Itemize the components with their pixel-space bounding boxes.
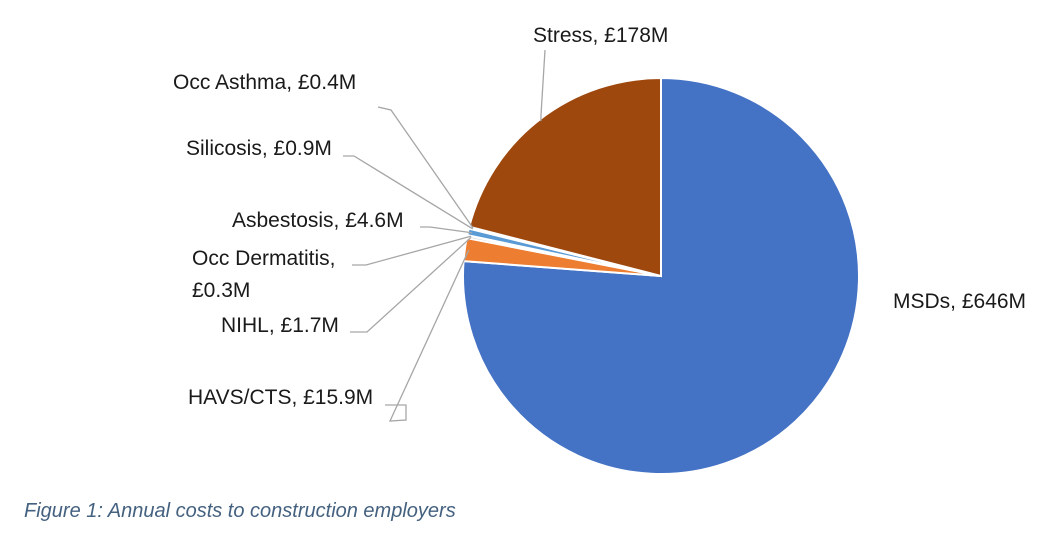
slice-labels: MSDs, £646M HAVS/CTS, £15.9M NIHL, £1.7M Oc… bbox=[173, 24, 1026, 409]
data-label-msds: MSDs, £646M bbox=[893, 290, 1026, 313]
figure-caption: Figure 1: Annual costs to construction e… bbox=[24, 500, 456, 522]
pie-slice-msds bbox=[462, 76, 860, 475]
data-label-havs-cts: HAVS/CTS, £15.9M bbox=[188, 386, 373, 409]
leader-lines bbox=[343, 49, 546, 422]
leader-line-occ-asthma bbox=[377, 106, 474, 229]
data-label-occ-dermatitis: £0.3M bbox=[192, 279, 250, 302]
pie-slices bbox=[462, 76, 860, 475]
leader-line-stress bbox=[540, 49, 546, 122]
pie-slice-stress bbox=[468, 76, 662, 278]
data-label-stress: Stress, £178M bbox=[533, 24, 668, 47]
leader-line-silicosis bbox=[343, 155, 474, 230]
leader-line-occ-dermatitis bbox=[352, 235, 472, 266]
leader-line-asbestosis bbox=[420, 226, 472, 234]
leader-line-havs-cts bbox=[385, 249, 470, 422]
data-label-silicosis: Silicosis, £0.9M bbox=[186, 137, 332, 160]
data-label-occ-asthma: Occ Asthma, £0.4M bbox=[173, 71, 356, 94]
leader-line-nihl bbox=[350, 237, 472, 333]
pie-chart: MSDs, £646M HAVS/CTS, £15.9M NIHL, £1.7M Oc… bbox=[173, 24, 1026, 475]
data-label-occ-dermatitis: Occ Dermatitis, bbox=[192, 247, 336, 270]
data-label-nihl: NIHL, £1.7M bbox=[221, 314, 339, 337]
data-label-asbestosis: Asbestosis, £4.6M bbox=[232, 209, 404, 232]
